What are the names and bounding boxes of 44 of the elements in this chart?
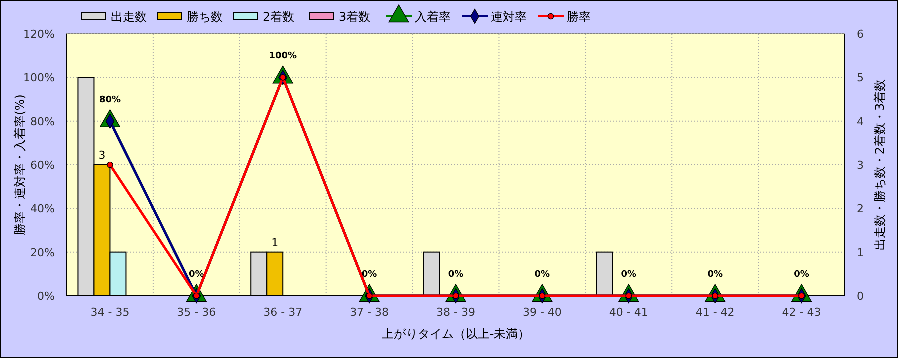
data-label: 0%	[362, 270, 378, 280]
x-tick-label: 42 - 43	[782, 306, 822, 319]
x-tick-label: 34 - 35	[90, 306, 130, 319]
x-tick-label: 39 - 40	[522, 306, 562, 319]
legend-label: 2着数	[263, 10, 295, 24]
legend-label: 勝率	[567, 10, 591, 24]
data-label: 3	[98, 149, 106, 162]
data-label: 0%	[708, 270, 723, 280]
y2-tick-label: 0	[857, 290, 864, 303]
legend-label: 連対率	[491, 10, 527, 24]
y2-tick-label: 6	[857, 28, 864, 41]
data-label: 0%	[448, 270, 464, 280]
data-label: 0%	[189, 270, 204, 280]
y2-tick-label: 3	[857, 159, 864, 172]
y2-tick-label: 5	[857, 72, 864, 85]
x-tick-label: 36 - 37	[264, 306, 303, 319]
data-label: 0%	[534, 270, 550, 280]
data-label: 80%	[99, 95, 121, 106]
y2-tick-label: 1	[857, 246, 864, 260]
x-tick-label: 40 - 41	[609, 306, 648, 319]
legend-label: 出走数	[111, 10, 147, 24]
y-tick-label: 100%	[24, 72, 55, 85]
legend-label: 勝ち数	[187, 10, 223, 24]
x-axis-title: 上がりタイム（以上-未満）	[382, 327, 530, 341]
y2-axis-title: 出走数・勝ち数・2着数・3着数	[873, 79, 887, 251]
y-axis-title: 勝率・連対率・入着率(%)	[13, 94, 27, 236]
y-tick-label: 120%	[24, 28, 55, 41]
y2-tick-label: 2	[857, 202, 864, 216]
y-tick-label: 40%	[30, 202, 55, 216]
legend-label: 3着数	[339, 10, 371, 24]
y-tick-label: 60%	[30, 159, 55, 172]
x-tick-label: 41 - 42	[696, 306, 735, 319]
x-tick-label: 37 - 38	[350, 306, 390, 319]
y-tick-label: 20%	[30, 246, 55, 260]
x-tick-label: 35 - 36	[177, 306, 216, 319]
y2-tick-label: 4	[857, 115, 864, 128]
data-label: 0%	[794, 270, 810, 280]
y-tick-label: 80%	[30, 115, 55, 128]
x-tick-label: 38 - 39	[436, 306, 476, 319]
data-label: 100%	[269, 52, 298, 62]
data-label: 1	[272, 236, 279, 250]
y-tick-label: 0%	[38, 290, 55, 303]
data-label: 0%	[621, 270, 637, 280]
legend-label: 入着率	[415, 10, 451, 24]
